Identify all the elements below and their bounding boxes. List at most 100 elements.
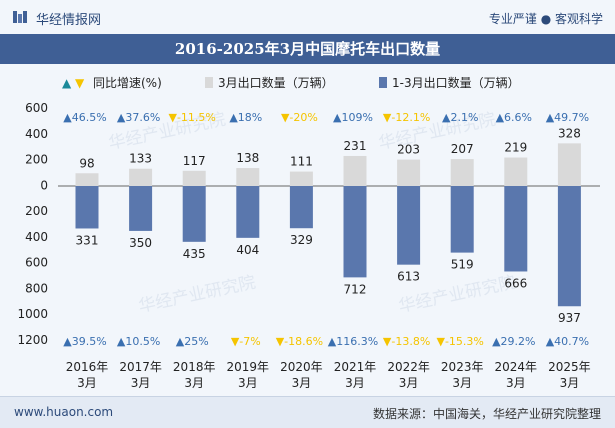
growth-label-cumulative: ▲10.5% — [117, 335, 160, 348]
y-tick-label: 400 — [25, 127, 48, 141]
top-bar: 华经情报网 专业严谨 ● 客观科学 — [0, 0, 615, 34]
y-tick-label: 200 — [25, 153, 48, 167]
watermark: 华经产业研究院 — [137, 273, 258, 317]
growth-label-march: ▲109% — [333, 111, 373, 124]
data-label-march: 207 — [451, 142, 474, 156]
data-label-march: 328 — [558, 126, 581, 140]
x-tick-label-month: 3月 — [452, 376, 472, 390]
x-tick-label-month: 3月 — [292, 376, 312, 390]
legend-swatch-march — [205, 77, 213, 88]
data-label-march: 138 — [236, 151, 259, 165]
y-tick-label: 600 — [25, 256, 48, 270]
data-label-cumulative: 519 — [451, 258, 474, 272]
growth-label-march: ▲6.6% — [496, 111, 532, 124]
growth-label-march: ▲46.5% — [63, 111, 106, 124]
footer: www.huaon.com 数据来源：中国海关，华经产业研究院整理 — [0, 396, 615, 428]
site-url: www.huaon.com — [14, 405, 114, 419]
growth-label-march: ▼-20% — [281, 111, 318, 124]
growth-label-march: ▼-11.5% — [169, 111, 216, 124]
bar-march — [75, 173, 99, 186]
data-label-cumulative: 350 — [129, 236, 152, 250]
y-tick-label: 600 — [25, 101, 48, 115]
data-label-cumulative: 331 — [76, 233, 99, 247]
growth-label-cumulative: ▲40.7% — [546, 335, 589, 348]
y-tick-label: 200 — [25, 204, 48, 218]
data-label-march: 219 — [504, 141, 527, 155]
y-tick-label: 800 — [25, 281, 48, 295]
x-tick-label-year: 2016年 — [66, 360, 109, 374]
x-tick-label-month: 3月 — [399, 376, 419, 390]
growth-label-march: ▲49.7% — [546, 111, 589, 124]
data-label-march: 231 — [344, 139, 367, 153]
bar-march — [504, 157, 528, 186]
bar-cumulative — [504, 186, 528, 272]
bar-march — [397, 159, 421, 186]
data-label-cumulative: 712 — [344, 282, 367, 296]
bar-march — [129, 168, 153, 186]
growth-label-cumulative: ▼-18.6% — [276, 335, 323, 348]
y-tick-label: 1000 — [17, 307, 48, 321]
legend-down-icon: ▼ — [75, 76, 85, 90]
x-tick-label-year: 2022年 — [387, 360, 430, 374]
data-label-cumulative: 613 — [397, 270, 420, 284]
data-label-march: 133 — [129, 152, 152, 166]
data-label-cumulative: 404 — [236, 243, 259, 257]
growth-label-cumulative: ▲25% — [176, 335, 209, 348]
bar-cumulative — [182, 186, 206, 242]
title-bar: 2016-2025年3月中国摩托车出口数量 — [0, 34, 615, 64]
bar-cumulative — [75, 186, 99, 229]
bar-cumulative — [557, 186, 581, 307]
x-tick-label-month: 3月 — [345, 376, 365, 390]
bar-cumulative — [289, 186, 313, 229]
growth-label-cumulative: ▲29.2% — [492, 335, 535, 348]
y-tick-label: 400 — [25, 230, 48, 244]
growth-label-cumulative: ▼-13.8% — [383, 335, 430, 348]
bar-march — [289, 171, 313, 186]
slogan: 专业严谨 ● 客观科学 — [488, 12, 603, 26]
bar-cumulative — [450, 186, 474, 253]
data-label-cumulative: 937 — [558, 311, 581, 325]
data-source: 数据来源：中国海关，华经产业研究院整理 — [372, 407, 601, 421]
bar-cumulative — [129, 186, 153, 231]
x-tick-label-month: 3月 — [560, 376, 580, 390]
x-tick-label-month: 3月 — [77, 376, 97, 390]
y-tick-label: 0 — [40, 178, 48, 192]
data-label-march: 203 — [397, 143, 420, 157]
bar-march — [557, 143, 581, 186]
growth-label-march: ▲37.6% — [117, 111, 160, 124]
brand-name: 华经情报网 — [36, 13, 102, 28]
data-label-march: 117 — [183, 154, 206, 168]
x-tick-label-month: 3月 — [184, 376, 204, 390]
bar-march — [450, 159, 474, 186]
bar-march — [236, 168, 260, 186]
growth-label-cumulative: ▼-15.3% — [437, 335, 484, 348]
x-tick-label-year: 2025年 — [548, 360, 591, 374]
chart-title: 2016-2025年3月中国摩托车出口数量 — [174, 40, 441, 58]
bar-cumulative — [397, 186, 421, 265]
growth-label-cumulative: ▼-7% — [231, 335, 261, 348]
growth-label-march: ▼-12.1% — [383, 111, 430, 124]
growth-label-march: ▲18% — [229, 111, 262, 124]
x-tick-label-month: 3月 — [506, 376, 526, 390]
growth-label-cumulative: ▲39.5% — [63, 335, 106, 348]
data-label-march: 98 — [79, 156, 94, 170]
legend-label-cumulative: 1-3月出口数量（万辆） — [392, 75, 520, 90]
data-label-cumulative: 666 — [504, 276, 527, 290]
x-tick-label-year: 2023年 — [441, 360, 484, 374]
x-tick-label-year: 2018年 — [173, 360, 216, 374]
x-tick-label-year: 2017年 — [119, 360, 162, 374]
bar-march — [343, 155, 367, 186]
x-tick-label-year: 2024年 — [495, 360, 538, 374]
logo-icon — [13, 11, 27, 23]
growth-label-march: ▲2.1% — [442, 111, 478, 124]
y-tick-label: 1200 — [17, 333, 48, 347]
x-tick-label-month: 3月 — [131, 376, 151, 390]
bar-march — [182, 170, 206, 186]
growth-label-cumulative: ▲116.3% — [328, 335, 378, 348]
legend-up-icon: ▲ — [62, 76, 72, 90]
data-label-cumulative: 435 — [183, 247, 206, 261]
bar-cumulative — [343, 186, 367, 278]
x-tick-label-month: 3月 — [238, 376, 258, 390]
x-tick-label-year: 2020年 — [280, 360, 323, 374]
